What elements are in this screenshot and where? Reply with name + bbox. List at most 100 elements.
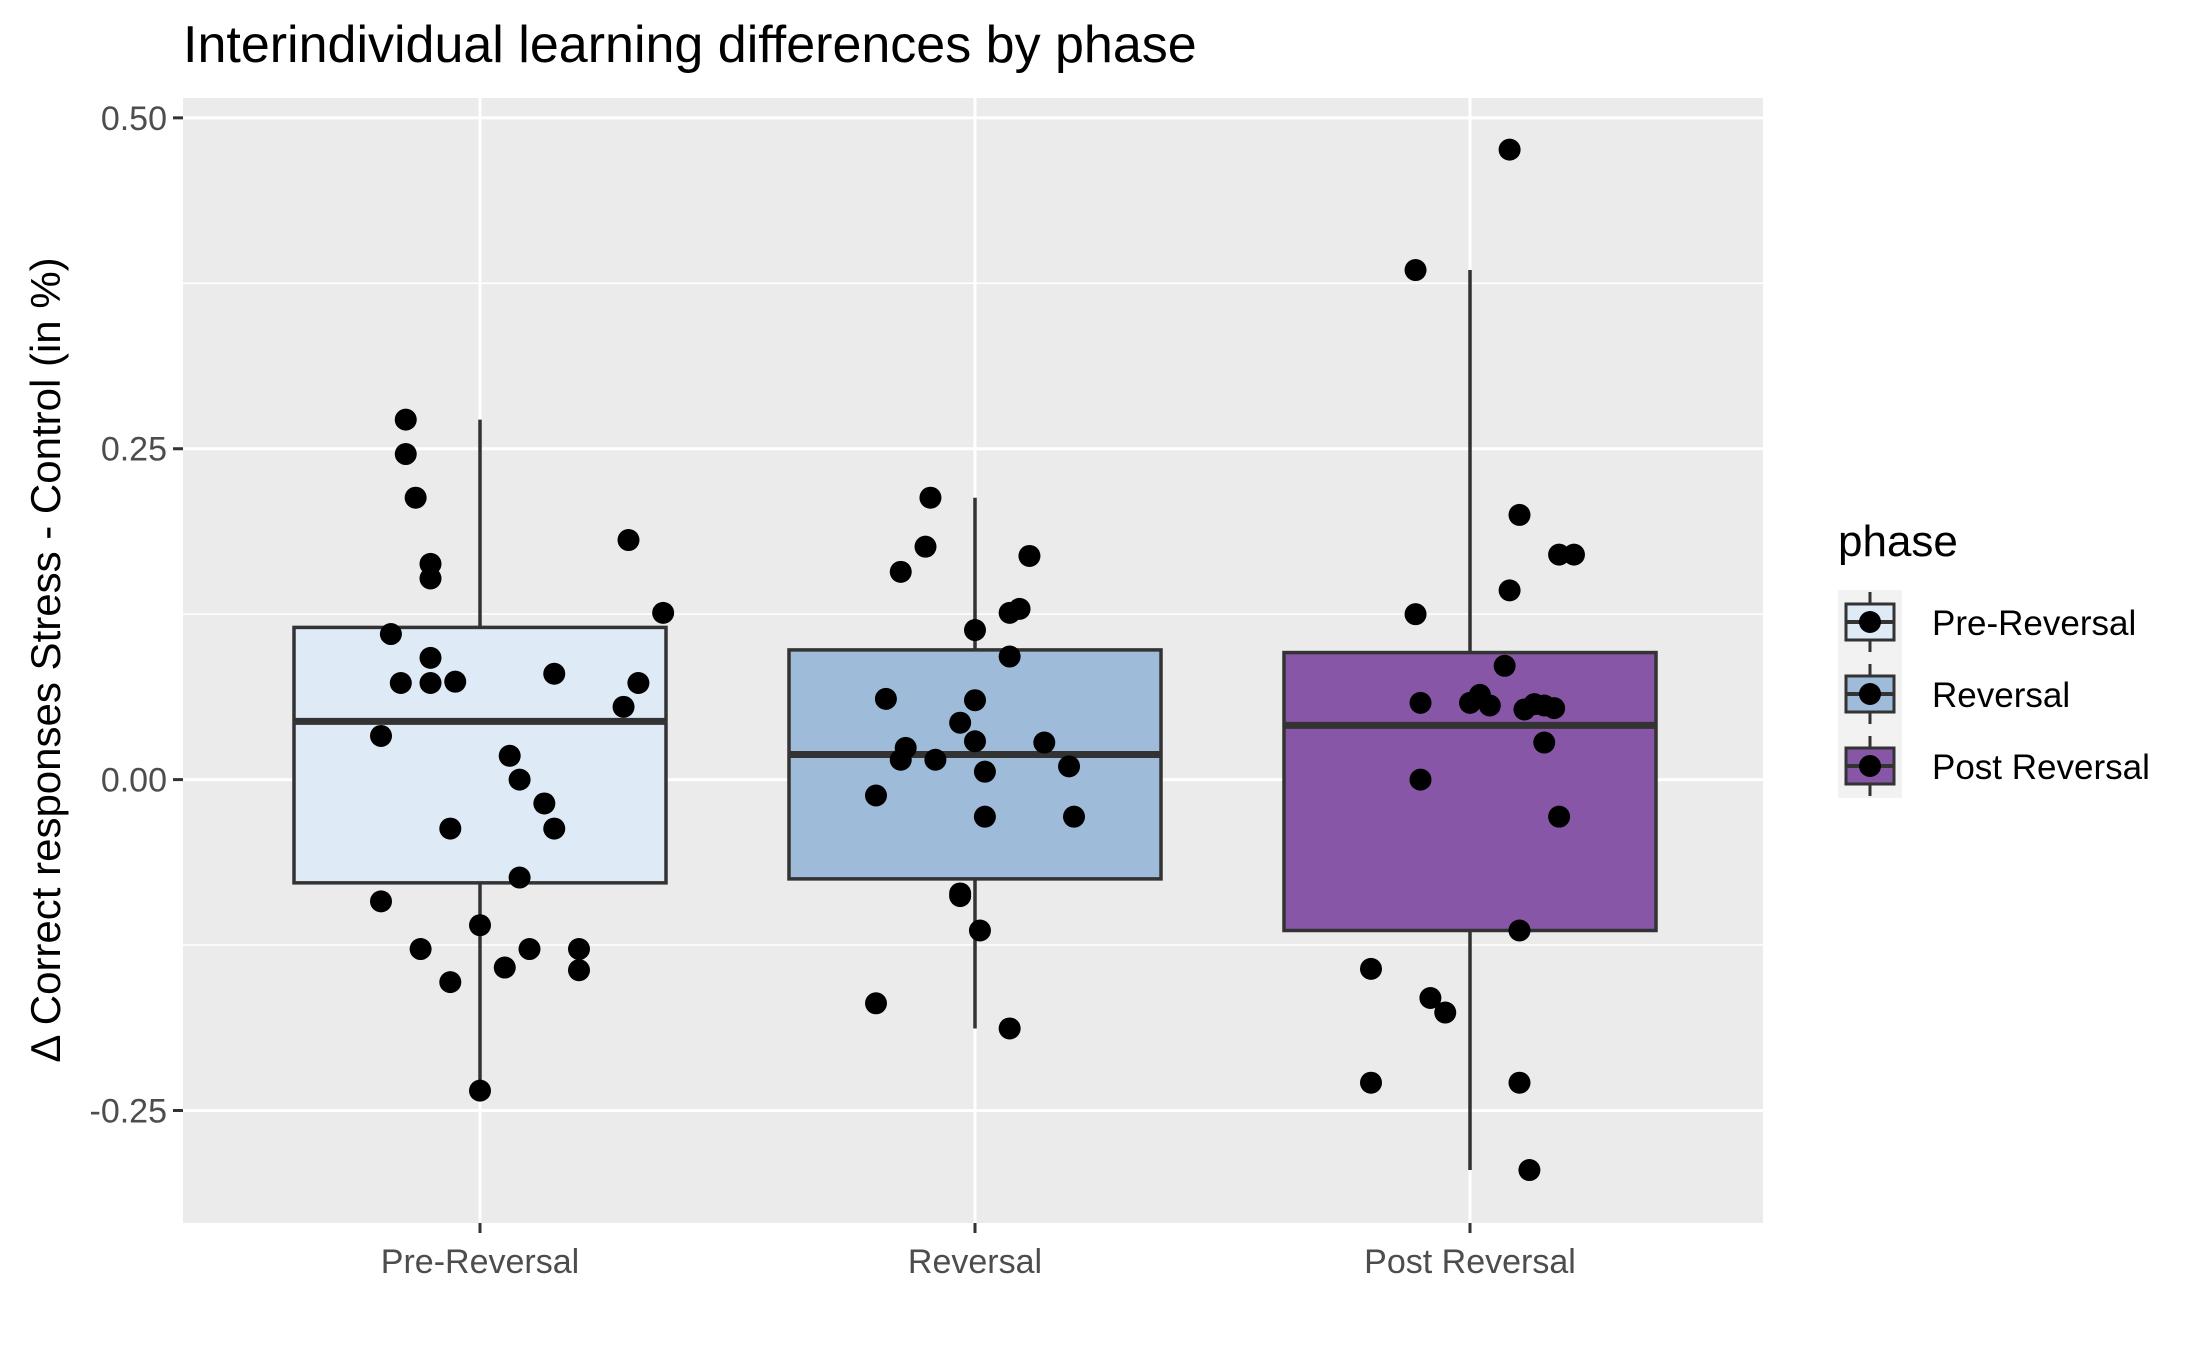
boxes <box>292 270 1658 1171</box>
legend-key-point <box>1859 683 1881 705</box>
data-point <box>1543 697 1566 720</box>
data-point <box>1498 138 1521 161</box>
data-point <box>508 768 531 791</box>
legend: phase Pre-Reversal Reversal Post Reversal <box>1838 517 2150 798</box>
data-point <box>518 938 541 961</box>
x-tick-label: Pre-Reversal <box>381 1243 579 1281</box>
data-point <box>508 866 531 889</box>
data-point <box>419 567 442 590</box>
data-point <box>444 670 467 693</box>
chart-title: Interindividual learning differences by … <box>183 16 1197 74</box>
y-tick-label: -0.25 <box>90 1093 168 1131</box>
legend-key-point <box>1859 611 1881 633</box>
data-point <box>1360 1071 1382 1094</box>
data-point <box>889 560 912 583</box>
legend-entry-1: Reversal <box>1844 664 2070 724</box>
data-point <box>914 535 937 558</box>
data-point <box>1508 1071 1531 1094</box>
data-point <box>973 805 996 828</box>
data-point <box>617 529 640 552</box>
data-point <box>1508 919 1531 942</box>
data-point <box>1409 691 1432 714</box>
data-point <box>1058 755 1081 778</box>
box-body <box>787 648 1163 881</box>
data-point <box>1419 987 1442 1009</box>
data-point <box>865 992 887 1015</box>
data-point <box>998 645 1021 668</box>
data-point <box>439 971 462 994</box>
data-point <box>469 914 491 937</box>
y-tick-label: 0.00 <box>101 762 167 800</box>
data-point <box>919 486 942 509</box>
box-body <box>292 625 668 885</box>
data-point <box>964 619 986 642</box>
data-point <box>949 711 972 734</box>
data-point <box>439 817 462 840</box>
data-point <box>1409 768 1432 791</box>
data-point <box>1434 1001 1457 1024</box>
data-point <box>419 672 442 694</box>
data-point <box>652 601 675 624</box>
data-point <box>568 938 590 961</box>
data-point <box>389 672 412 694</box>
data-point <box>543 662 566 685</box>
legend-label: Reversal <box>1932 676 2070 715</box>
data-point <box>1518 1159 1541 1182</box>
data-point <box>1459 691 1481 714</box>
data-point <box>964 730 986 753</box>
data-point <box>968 919 991 942</box>
data-point <box>419 646 442 669</box>
data-point <box>924 748 947 771</box>
data-point <box>964 689 986 712</box>
legend-label: Pre-Reversal <box>1932 604 2136 643</box>
data-point <box>1063 805 1085 828</box>
data-point <box>533 792 556 815</box>
data-point <box>370 724 392 747</box>
y-tick-label: 0.50 <box>101 100 167 138</box>
data-point <box>409 938 432 961</box>
data-point <box>469 1079 491 1102</box>
data-points <box>370 138 1585 1182</box>
legend-key-point <box>1859 755 1881 777</box>
data-point <box>889 748 912 771</box>
data-point <box>543 817 566 840</box>
data-point <box>1018 544 1041 567</box>
data-point <box>1508 503 1531 526</box>
data-point <box>1008 597 1031 620</box>
data-point <box>1360 957 1382 980</box>
data-point <box>1493 654 1516 677</box>
legend-label: Post Reversal <box>1932 748 2150 787</box>
data-point <box>568 959 590 982</box>
legend-entry-2: Post Reversal <box>1844 736 2150 796</box>
data-point <box>379 623 402 646</box>
x-tick-label: Post Reversal <box>1364 1243 1576 1281</box>
data-point <box>627 672 650 694</box>
data-point <box>612 695 635 718</box>
legend-title: phase <box>1838 517 1958 566</box>
box-1 <box>787 497 1163 1029</box>
legend-entry-0: Pre-Reversal <box>1844 592 2136 652</box>
data-point <box>1533 731 1556 754</box>
y-axis: -0.25 0.00 0.25 0.50 <box>90 100 183 1131</box>
data-point <box>973 760 996 783</box>
data-point <box>1513 698 1536 721</box>
y-axis-label: Δ Correct responses Stress - Control (in… <box>22 257 69 1062</box>
x-axis: Pre-Reversal Reversal Post Reversal <box>381 1223 1576 1281</box>
data-point <box>498 744 521 767</box>
data-point <box>394 443 417 466</box>
data-point <box>1033 731 1056 754</box>
data-point <box>998 1017 1021 1040</box>
data-point <box>949 882 972 905</box>
data-point <box>1548 805 1571 828</box>
data-point <box>404 486 427 509</box>
data-point <box>1478 694 1501 717</box>
data-point <box>1562 543 1585 566</box>
x-tick-label: Reversal <box>908 1243 1042 1281</box>
box-0 <box>292 419 668 1091</box>
data-point <box>874 687 897 710</box>
y-tick-label: 0.25 <box>101 431 167 469</box>
data-point <box>493 956 516 979</box>
data-point <box>394 408 417 431</box>
data-point <box>1404 603 1427 626</box>
